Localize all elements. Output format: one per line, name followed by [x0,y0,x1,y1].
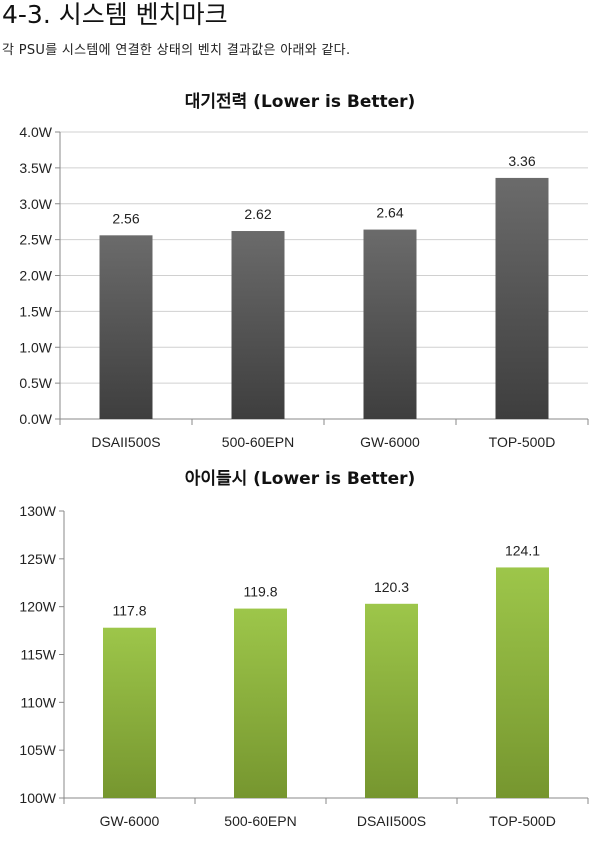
y-tick-label: 110W [20,694,56,710]
data-label: 124.1 [505,542,540,558]
y-tick-label: 130W [19,503,56,519]
data-label: 120.3 [374,579,409,595]
data-label: 2.64 [376,205,403,221]
data-label: 117.8 [113,603,147,619]
bar [103,627,156,798]
y-tick-label: 2.0W [19,268,52,284]
y-tick-label: 115W [20,647,56,663]
section-heading: 4-3. 시스템 벤치마크 [2,0,228,29]
data-label: 3.36 [508,153,535,169]
bar [99,235,153,419]
data-label: 2.62 [244,206,271,222]
category-label: 500-60EPN [224,813,296,829]
bar [496,567,549,798]
category-label: DSAII500S [91,434,160,450]
section-description: 각 PSU를 시스템에 연결한 상태의 벤치 결과값은 아래와 같다. [2,43,351,58]
data-label: 119.8 [244,584,278,600]
y-tick-label: 2.5W [19,232,52,248]
y-tick-label: 120W [19,599,56,615]
category-label: DSAII500S [357,813,426,829]
bar [365,603,418,798]
data-label: 2.56 [112,210,139,226]
chart-title: 대기전력 (Lower is Better) [185,92,416,112]
y-tick-label: 105W [19,742,56,758]
y-tick-label: 1.5W [19,303,52,319]
bar [234,608,287,798]
bar [495,177,549,419]
y-tick-label: 4.0W [19,124,52,140]
category-label: TOP-500D [489,813,556,829]
y-tick-label: 0.0W [19,411,52,427]
y-tick-label: 3.5W [19,160,52,176]
chart-title: 아이들시 (Lower is Better) [185,469,416,489]
standby-power-chart: 대기전력 (Lower is Better) 0.0W 0.5W 1.0W 1.5W 2.… [19,92,589,450]
bar [363,229,417,419]
category-label: GW-6000 [360,434,420,450]
y-tick-label: 3.0W [19,196,52,212]
y-tick-label: 1.0W [19,339,52,355]
category-label: 500-60EPN [222,434,294,450]
category-label: TOP-500D [489,434,556,450]
bar [231,231,285,419]
y-tick-label: 100W [19,790,56,806]
y-tick-label: 125W [19,551,56,567]
category-label: GW-6000 [100,813,160,829]
y-tick-label: 0.5W [19,375,52,391]
